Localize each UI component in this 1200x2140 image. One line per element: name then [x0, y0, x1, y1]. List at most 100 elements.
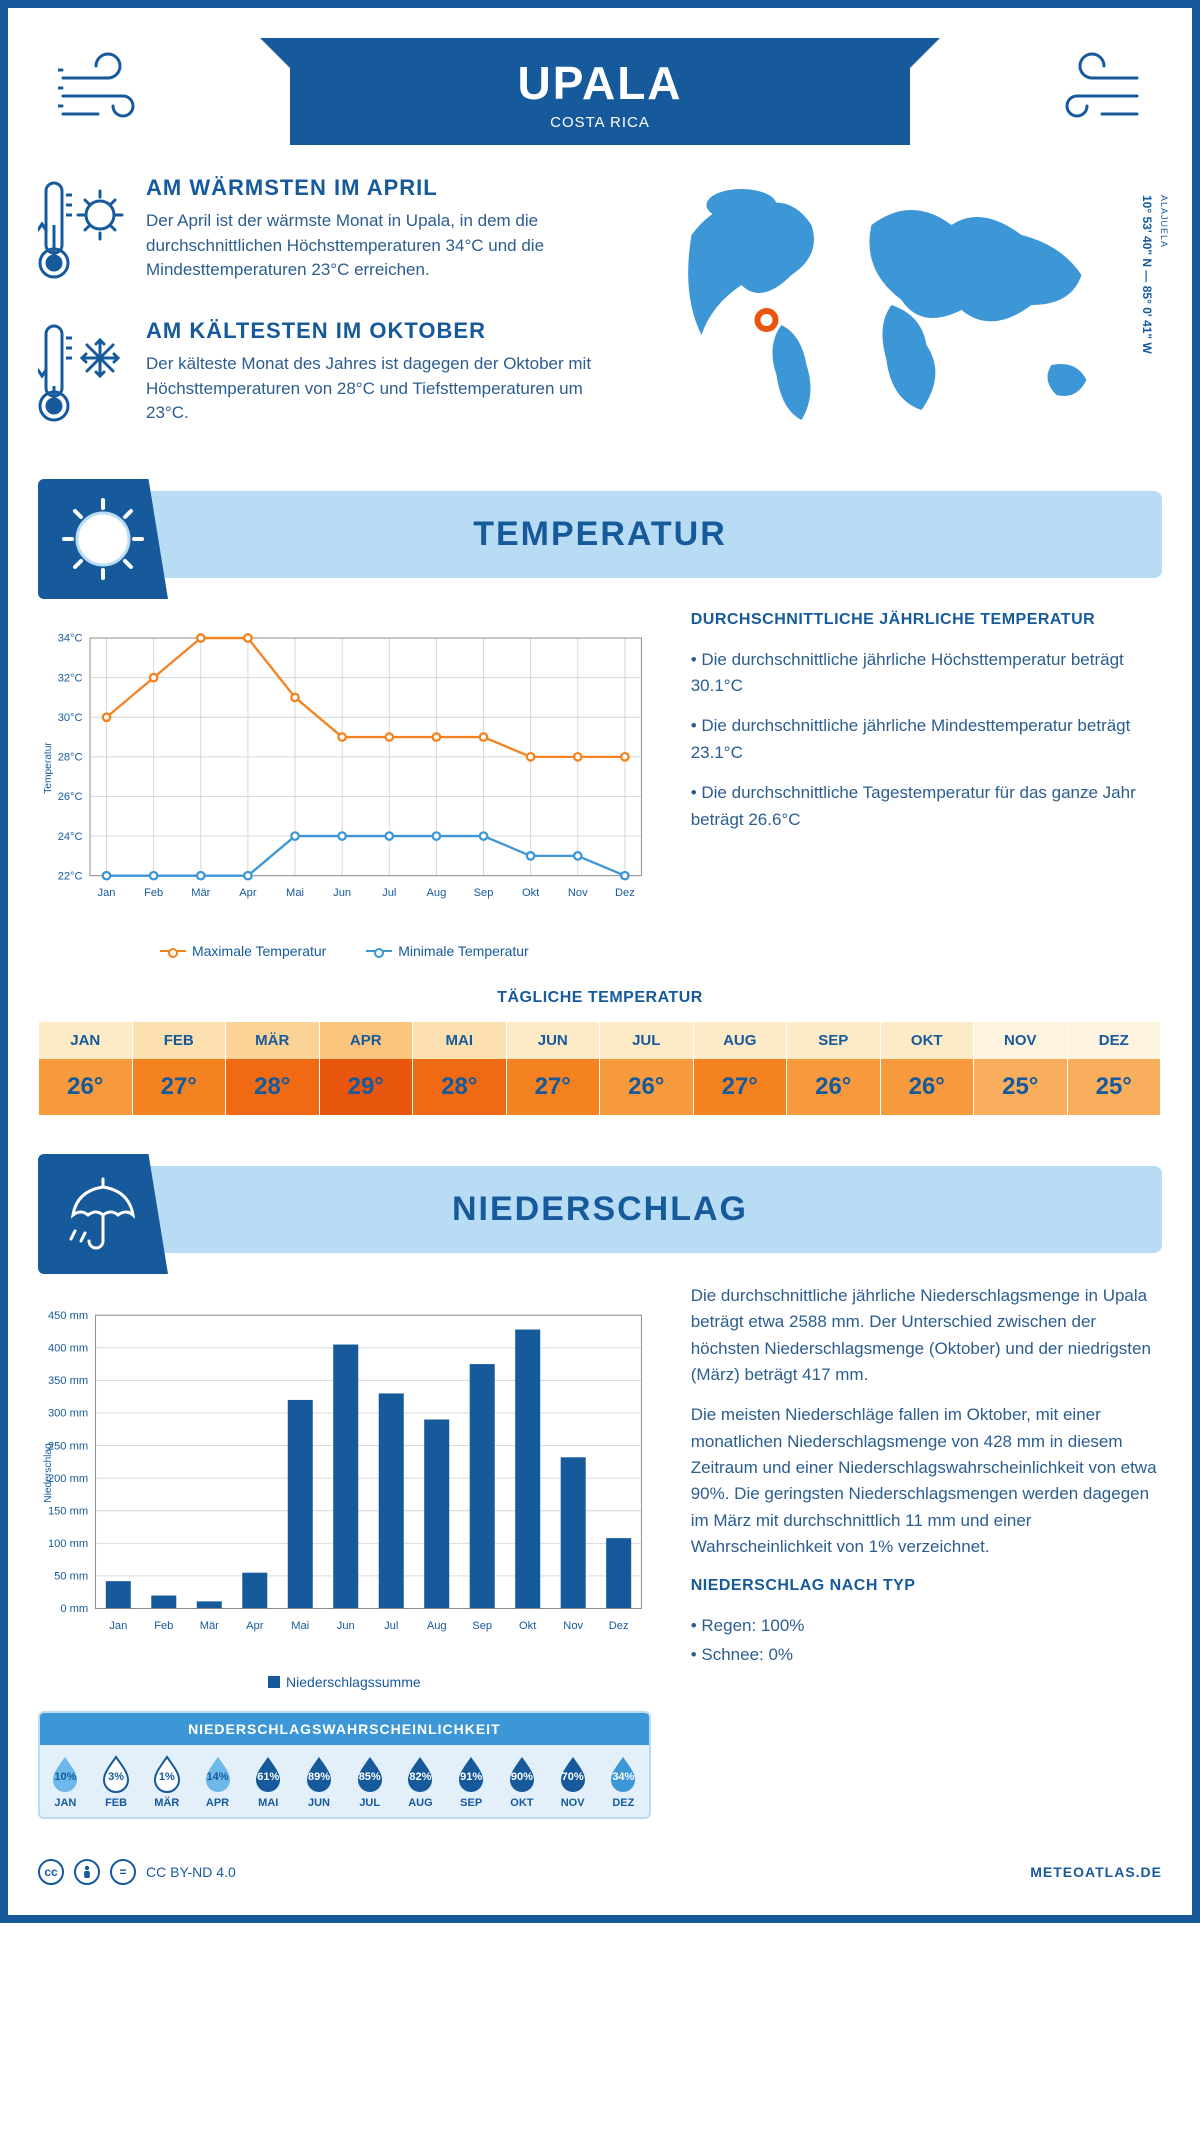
precip-type-1: • Regen: 100%: [691, 1613, 1162, 1639]
prob-cell: 89%JUN: [294, 1745, 345, 1817]
svg-text:Nov: Nov: [568, 887, 588, 899]
fact-cold-body: Der kälteste Monat des Jahres ist dagege…: [146, 352, 611, 426]
wind-icon-right: [1032, 48, 1142, 138]
daily-temp-month: JUN: [507, 1022, 601, 1059]
prob-cell: 3%FEB: [91, 1745, 142, 1817]
prob-cell: 1%MÄR: [141, 1745, 192, 1817]
coordinates-label: ALAJUELA 10° 53' 40" N — 85° 0' 41" W: [1138, 195, 1172, 354]
precip-chart-legend: Niederschlagssumme: [38, 1674, 651, 1691]
intro-facts: AM WÄRMSTEN IM APRIL Der April ist der w…: [38, 175, 611, 461]
daily-temp-table: JANFEBMÄRAPRMAIJUNJULAUGSEPOKTNOVDEZ26°2…: [38, 1021, 1162, 1116]
precipitation-row: 0 mm50 mm100 mm150 mm200 mm250 mm300 mm3…: [38, 1283, 1162, 1819]
daily-temp-month: NOV: [974, 1022, 1068, 1059]
fact-warm-body: Der April ist der wärmste Monat in Upala…: [146, 209, 611, 283]
prob-cell: 14%APR: [192, 1745, 243, 1817]
daily-temp-month: AUG: [694, 1022, 788, 1059]
svg-text:Aug: Aug: [426, 887, 446, 899]
temp-stats-heading: DURCHSCHNITTLICHE JÄHRLICHE TEMPERATUR: [691, 608, 1162, 633]
daily-temp-section: TÄGLICHE TEMPERATUR JANFEBMÄRAPRMAIJUNJU…: [38, 989, 1162, 1116]
svg-text:Dez: Dez: [609, 1620, 629, 1632]
precipitation-heading: NIEDERSCHLAG: [58, 1190, 1142, 1229]
daily-temp-month: OKT: [881, 1022, 975, 1059]
temp-stats-column: DURCHSCHNITTLICHE JÄHRLICHE TEMPERATUR •…: [691, 608, 1162, 959]
svg-text:Jul: Jul: [382, 887, 396, 899]
svg-text:Mär: Mär: [191, 887, 210, 899]
temperature-row: 22°C24°C26°C28°C30°C32°C34°CTemperaturJa…: [38, 608, 1162, 959]
thermometer-sun-icon: [38, 175, 128, 290]
precip-chart-column: 0 mm50 mm100 mm150 mm200 mm250 mm300 mm3…: [38, 1283, 651, 1819]
svg-text:350 mm: 350 mm: [48, 1375, 88, 1387]
svg-text:Mai: Mai: [291, 1620, 309, 1632]
svg-text:Feb: Feb: [154, 1620, 173, 1632]
map-column: ALAJUELA 10° 53' 40" N — 85° 0' 41" W: [641, 175, 1162, 461]
prob-cell: 91%SEP: [446, 1745, 497, 1817]
svg-text:32°C: 32°C: [58, 672, 83, 684]
precip-type-2: • Schnee: 0%: [691, 1642, 1162, 1668]
svg-text:Aug: Aug: [427, 1620, 447, 1632]
svg-text:24°C: 24°C: [58, 831, 83, 843]
daily-temp-month: APR: [320, 1022, 414, 1059]
wind-icon-left: [58, 48, 168, 138]
svg-text:Feb: Feb: [144, 887, 163, 899]
precipitation-probability-box: NIEDERSCHLAGSWAHRSCHEINLICHKEIT 10%JAN3%…: [38, 1711, 651, 1819]
infographic-container: UPALA COSTA RICA: [0, 0, 1200, 1923]
daily-temp-month: MÄR: [226, 1022, 320, 1059]
header: UPALA COSTA RICA: [38, 38, 1162, 145]
location-subtitle: COSTA RICA: [370, 114, 830, 131]
svg-text:Sep: Sep: [474, 887, 494, 899]
svg-text:Temperatur: Temperatur: [43, 742, 54, 794]
daily-temp-month: FEB: [133, 1022, 227, 1059]
svg-text:Apr: Apr: [246, 1620, 264, 1632]
precip-text-column: Die durchschnittliche jährliche Niedersc…: [691, 1283, 1162, 1819]
daily-temp-value: 26°: [600, 1059, 694, 1115]
svg-text:300 mm: 300 mm: [48, 1408, 88, 1420]
svg-text:Jun: Jun: [337, 1620, 355, 1632]
svg-text:450 mm: 450 mm: [48, 1310, 88, 1322]
cc-icon: cc: [38, 1859, 64, 1885]
thermometer-snow-icon: [38, 318, 128, 433]
temp-stat-2: • Die durchschnittliche jährliche Mindes…: [691, 713, 1162, 766]
svg-text:Mai: Mai: [286, 887, 304, 899]
daily-temp-value: 29°: [320, 1059, 414, 1115]
nd-icon: =: [110, 1859, 136, 1885]
world-map-icon: [641, 175, 1162, 435]
brand-text: METEOATLAS.DE: [1030, 1864, 1162, 1880]
daily-temp-value: 25°: [1068, 1059, 1162, 1115]
prob-cell: 70%NOV: [547, 1745, 598, 1817]
svg-text:22°C: 22°C: [58, 870, 83, 882]
location-title: UPALA: [370, 56, 830, 110]
precipitation-bar-chart: 0 mm50 mm100 mm150 mm200 mm250 mm300 mm3…: [38, 1283, 651, 1663]
license-block: cc = CC BY-ND 4.0: [38, 1859, 236, 1885]
temperature-heading: TEMPERATUR: [58, 515, 1142, 554]
svg-text:Niederschlag: Niederschlag: [43, 1443, 54, 1503]
svg-text:34°C: 34°C: [58, 633, 83, 645]
daily-temp-value: 27°: [507, 1059, 601, 1115]
svg-text:Okt: Okt: [519, 1620, 537, 1632]
prob-cell: 61%MAI: [243, 1745, 294, 1817]
svg-text:50 mm: 50 mm: [54, 1571, 88, 1583]
daily-temp-value: 28°: [413, 1059, 507, 1115]
daily-temp-value: 26°: [787, 1059, 881, 1115]
svg-text:28°C: 28°C: [58, 752, 83, 764]
intro-row: AM WÄRMSTEN IM APRIL Der April ist der w…: [38, 175, 1162, 461]
prob-row: 10%JAN3%FEB1%MÄR14%APR61%MAI89%JUN85%JUL…: [40, 1745, 649, 1817]
section-bar-precipitation: NIEDERSCHLAG: [38, 1166, 1162, 1253]
svg-text:100 mm: 100 mm: [48, 1538, 88, 1550]
fact-warm-title: AM WÄRMSTEN IM APRIL: [146, 175, 611, 201]
prob-cell: 90%OKT: [497, 1745, 548, 1817]
by-icon: [74, 1859, 100, 1885]
svg-text:Jun: Jun: [333, 887, 351, 899]
svg-text:400 mm: 400 mm: [48, 1342, 88, 1354]
daily-temp-heading: TÄGLICHE TEMPERATUR: [38, 989, 1162, 1007]
temp-chart-column: 22°C24°C26°C28°C30°C32°C34°CTemperaturJa…: [38, 608, 651, 959]
temp-stat-3: • Die durchschnittliche Tagestemperatur …: [691, 780, 1162, 833]
prob-cell: 10%JAN: [40, 1745, 91, 1817]
daily-temp-value: 28°: [226, 1059, 320, 1115]
sun-icon: [38, 479, 168, 599]
daily-temp-value: 26°: [881, 1059, 975, 1115]
svg-text:Dez: Dez: [615, 887, 635, 899]
section-bar-temperature: TEMPERATUR: [38, 491, 1162, 578]
svg-text:Jul: Jul: [384, 1620, 398, 1632]
daily-temp-month: MAI: [413, 1022, 507, 1059]
temperature-line-chart: 22°C24°C26°C28°C30°C32°C34°CTemperaturJa…: [38, 608, 651, 928]
